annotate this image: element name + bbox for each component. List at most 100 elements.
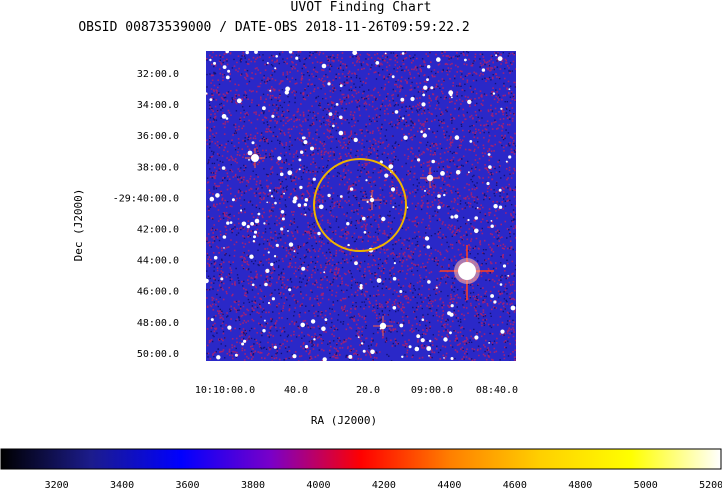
star (243, 339, 247, 343)
star (304, 213, 307, 216)
star (270, 195, 273, 198)
star (250, 221, 255, 226)
star (481, 68, 486, 72)
star (401, 52, 405, 55)
star (365, 179, 368, 182)
star (319, 204, 324, 210)
star (492, 92, 496, 95)
star (283, 192, 285, 195)
star (362, 349, 366, 353)
star (474, 216, 479, 220)
star (392, 206, 395, 209)
star (288, 288, 292, 292)
star (285, 86, 290, 92)
star (227, 69, 231, 73)
star (448, 90, 454, 96)
star (298, 168, 301, 171)
y-tick-label: 42:00.0 (137, 225, 179, 236)
bright-star (369, 197, 375, 203)
star (430, 86, 434, 90)
star (450, 304, 454, 308)
star (400, 97, 405, 102)
star (348, 354, 353, 359)
y-tick-label: -29:40:00.0 (113, 193, 179, 204)
star (388, 164, 394, 170)
star (359, 284, 363, 287)
star (270, 262, 274, 267)
y-tick-label: 48:00.0 (137, 318, 179, 329)
star (370, 349, 375, 355)
star (450, 215, 454, 219)
star (225, 75, 230, 80)
x-tick-label: 08:40.0 (476, 385, 518, 396)
star (216, 355, 221, 360)
star (273, 255, 277, 258)
y-tick-label: 32:00.0 (137, 69, 179, 80)
colorbar-tick-label: 4800 (568, 480, 592, 489)
star (267, 251, 270, 254)
star (304, 198, 309, 202)
star (209, 98, 213, 101)
star (416, 334, 421, 339)
star (500, 107, 503, 110)
star (254, 218, 260, 224)
star (360, 342, 364, 345)
star (248, 159, 250, 161)
star (339, 84, 343, 88)
star (295, 56, 299, 60)
star (280, 210, 285, 214)
star (222, 235, 227, 239)
star (213, 61, 216, 65)
star (443, 357, 445, 359)
star (490, 294, 494, 298)
star (274, 201, 277, 205)
star (443, 337, 448, 342)
bright-star (379, 322, 387, 330)
star (505, 160, 508, 163)
star (321, 63, 327, 69)
star (254, 51, 258, 54)
star (241, 342, 245, 346)
star (376, 278, 382, 283)
star (468, 171, 470, 174)
x-axis-ticks: 10:10:00.0 40.0 20.0 09:00.0 08:40.0 (195, 385, 518, 396)
star (493, 204, 498, 209)
colorbar-tick-label: 5000 (634, 480, 658, 489)
star (399, 290, 403, 293)
star (474, 228, 479, 234)
colorbar-tick-label: 3600 (175, 480, 199, 489)
star (451, 96, 453, 99)
star (293, 250, 296, 253)
star (421, 318, 425, 322)
colorbar-tick-label: 4200 (372, 480, 396, 489)
star (486, 181, 490, 186)
star (424, 189, 426, 192)
star (508, 88, 511, 91)
star (257, 212, 261, 216)
star (327, 82, 331, 86)
star (304, 345, 309, 349)
star (324, 318, 328, 321)
star (428, 354, 430, 357)
x-tick-label: 20.0 (356, 385, 380, 396)
star (293, 196, 298, 201)
star (310, 146, 314, 151)
star (246, 225, 250, 229)
star (392, 306, 397, 310)
star (253, 230, 258, 234)
star (253, 235, 256, 239)
star (498, 205, 503, 209)
star (269, 89, 272, 92)
star (227, 325, 232, 330)
star (262, 106, 266, 111)
star (275, 243, 279, 247)
star (399, 323, 404, 328)
star (279, 172, 284, 177)
star (497, 56, 503, 61)
star (499, 283, 503, 286)
star (347, 243, 350, 247)
star (299, 185, 303, 190)
star (310, 319, 316, 324)
colorbar-tick-label: 4000 (306, 480, 330, 489)
star (427, 65, 431, 69)
